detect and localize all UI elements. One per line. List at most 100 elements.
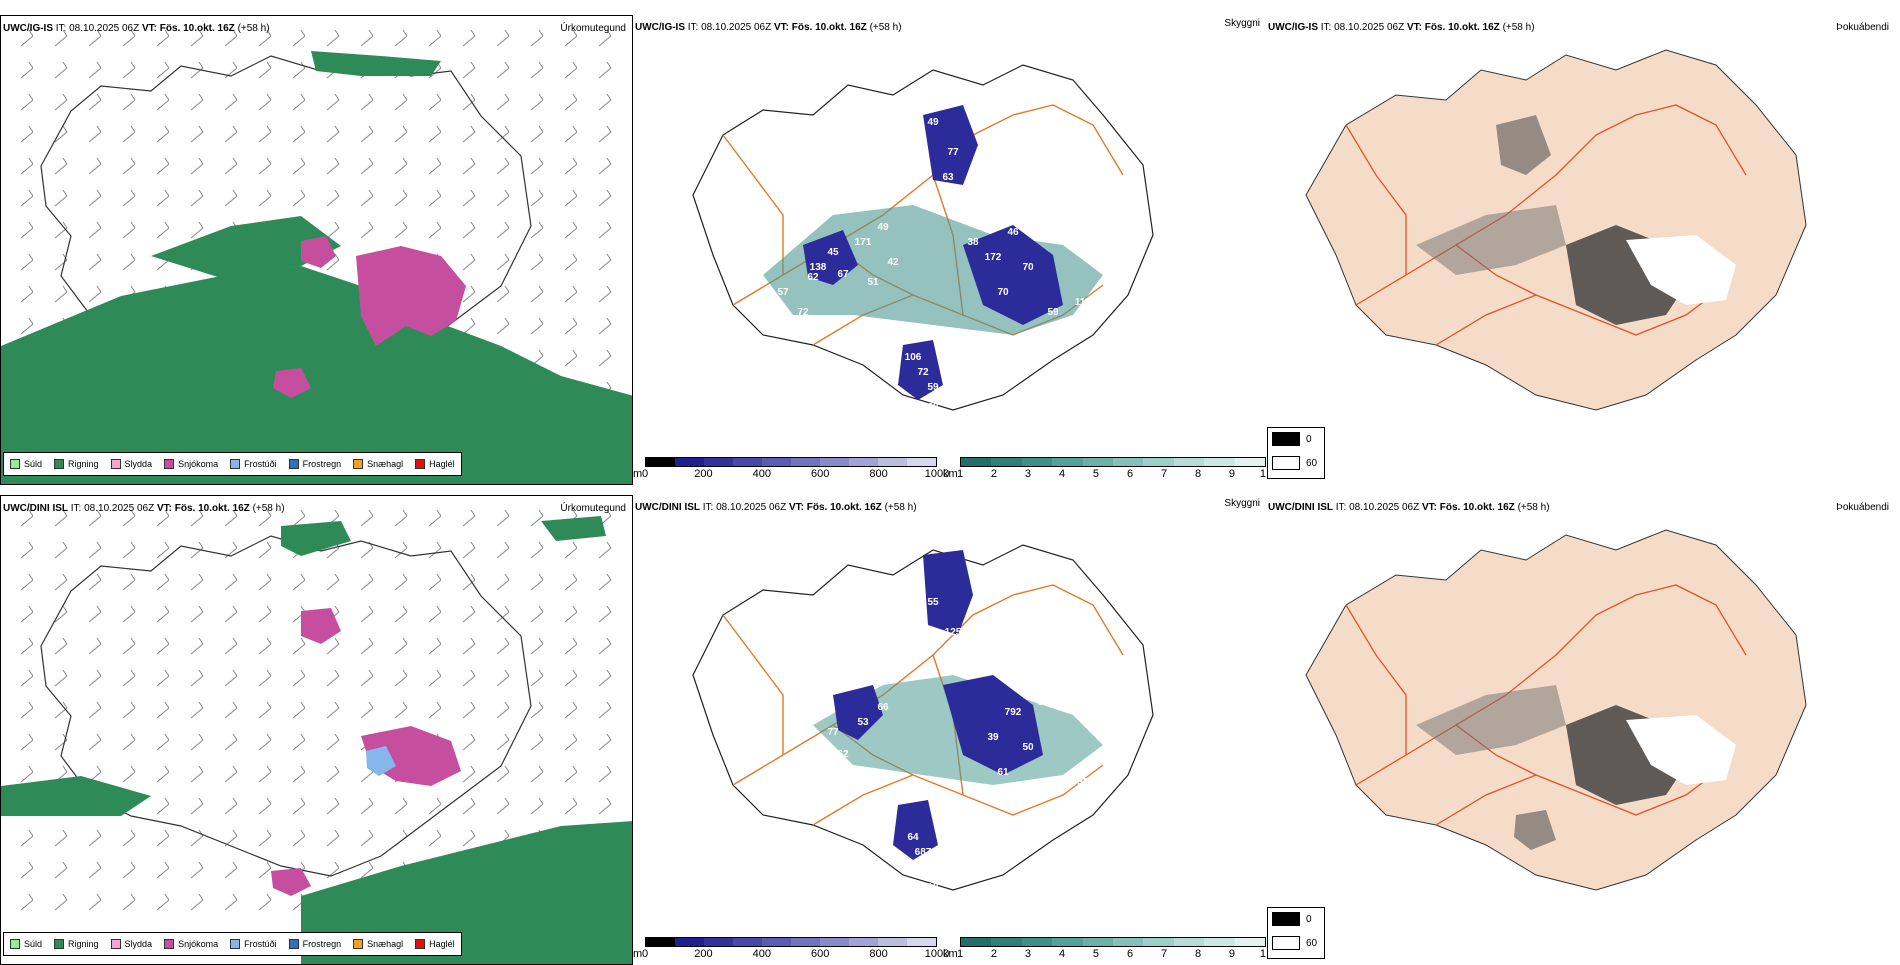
wind-barb [88,29,102,47]
wind-barb [88,637,102,655]
valid-time: VT: Fös. 10.okt. 16Z [788,502,882,513]
wind-barb [20,637,34,655]
fog-legend-label: 60 [1306,937,1318,949]
wind-barb [530,221,544,239]
precip-type-panel-bottom: UWC/DINI ISL IT: 08.10.2025 06Z VT: Fös.… [0,495,633,965]
wind-barb [122,125,136,143]
wind-barb [292,189,306,207]
colorbar-segment [961,938,992,946]
wind-barb [530,605,544,623]
wind-barb [122,701,136,719]
wind-barb [496,701,510,719]
wind-barb [190,765,204,783]
ceiling-area-west [803,230,858,285]
wind-barb [88,541,102,559]
wind-barb [462,189,476,207]
wind-barb [564,349,578,367]
wind-barb [156,701,170,719]
ceiling-value-label: 59 [927,382,939,393]
snow-area-small [301,608,341,644]
colorbar-segment [1113,938,1144,946]
wind-barb [122,221,136,239]
wind-barb [122,861,136,879]
legend-label: Rigning [68,459,99,469]
legend-swatch [415,939,426,949]
wind-barb [156,797,170,815]
ceiling-value-label: 55 [897,877,909,888]
wind-barb [224,93,238,111]
precip-legend: Súld Rigning Slydda Snjókoma Frostúði Fr… [3,932,462,956]
wind-barb [496,125,510,143]
wind-barb [326,125,340,143]
wind-barb [462,285,476,303]
wind-barb [428,189,442,207]
wind-barb [564,765,578,783]
wind-barb [326,765,340,783]
fog-map-bottom [1305,529,1807,891]
ceiling-value-label: 49 [927,117,939,128]
model-name: UWC/DINI ISL [3,503,68,514]
legend-label: Frostúði [244,459,277,469]
ceiling-visibility-panel-top: 49 77 63 69 46 172 70 70 45 138 67 171 49 57 72 62 106 72… [633,15,1266,485]
wind-barb [224,189,238,207]
wind-barb [292,93,306,111]
fog-legend-label: 60 [1306,457,1318,469]
panel-title-visibility: Skyggni [1224,498,1260,509]
wind-barb [428,541,442,559]
legend-swatch [353,939,364,949]
wind-barb [190,125,204,143]
wind-barb [156,893,170,911]
rain-top-east [541,516,606,541]
valid-time: VT: Fös. 10.okt. 16Z [141,23,235,34]
wind-barb [564,125,578,143]
wind-barb [496,317,510,335]
wind-barb [54,93,68,111]
wind-barb [122,829,136,847]
fog-legend: 0 60 [1267,427,1325,479]
wind-barb [564,93,578,111]
wind-barb [224,861,238,879]
colorbar-segment [849,458,878,466]
wind-barb [20,285,34,303]
model-name: UWC/IG-IS [3,23,53,34]
precip-type-panel-top: UWC/IG-IS IT: 08.10.2025 06Z VT: Fös. 10… [0,15,633,485]
wind-barb [224,157,238,175]
wind-barb [598,221,612,239]
wind-barb [258,573,272,591]
wind-barb [496,509,510,527]
wind-barb [462,669,476,687]
wind-barb [54,541,68,559]
height-colorbar-strip [645,457,937,467]
wind-barb [20,829,34,847]
wind-barb [496,669,510,687]
colorbar-segment [1113,458,1144,466]
ceiling-area-east [963,225,1063,325]
legend-label: Snjókoma [178,939,219,949]
wind-barb [564,637,578,655]
ceiling-value-label: 51 [867,277,879,288]
wind-barb [258,861,272,879]
wind-barb [394,701,408,719]
wind-barb [88,701,102,719]
colorbar-segment [675,938,704,946]
ceiling-value-label: 68 [812,742,824,753]
legend-label: Súld [24,939,43,949]
wind-barb [156,93,170,111]
colorbar-segment [878,938,907,946]
fog-roads [1345,104,1747,346]
height-colorbar: m 0 200 400 600 800 1000 [633,457,949,483]
wind-barb [496,221,510,239]
wind-barb [564,61,578,79]
wind-barb [88,253,102,271]
wind-barb [530,253,544,271]
wind-barb [598,765,612,783]
fog-legend-row: 0 [1272,912,1312,926]
legend-label: Frostregn [302,939,342,949]
wind-barb [496,29,510,47]
run-header-bottom: UWC/DINI ISL IT: 08.10.2025 06Z VT: Fös.… [635,502,917,513]
wind-barb [156,61,170,79]
wind-barb [394,221,408,239]
wind-barb [20,541,34,559]
colorbar-tick-label: 8 [1194,468,1202,480]
colorbar-tick-label: 7 [1160,468,1168,480]
